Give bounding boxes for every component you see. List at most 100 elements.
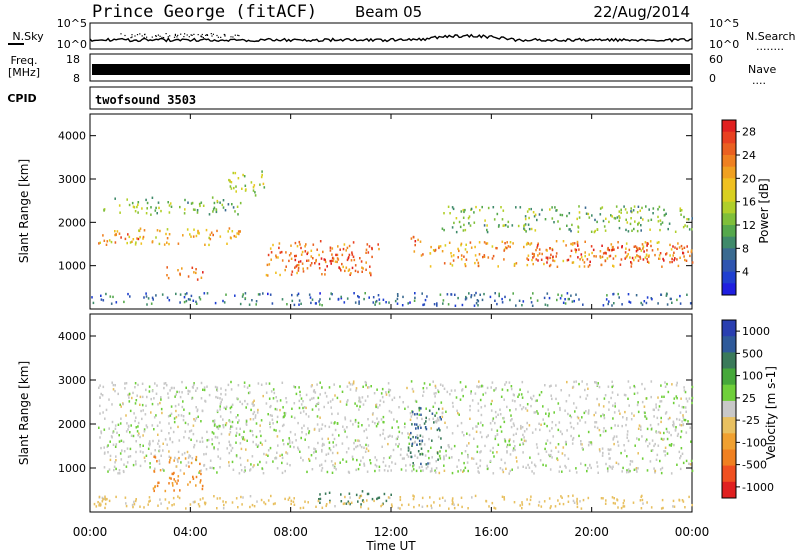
data-cell [298, 406, 301, 410]
data-cell [396, 420, 398, 423]
data-cell [293, 385, 295, 388]
data-cell [478, 241, 481, 244]
data-cell [463, 469, 465, 472]
data-cell [407, 455, 410, 458]
data-cell [149, 499, 151, 502]
data-cell [620, 258, 623, 261]
data-cell [251, 402, 254, 405]
data-cell [599, 255, 601, 258]
data-cell [639, 247, 641, 250]
data-cell [103, 446, 105, 449]
data-cell [676, 463, 678, 466]
data-cell [93, 502, 96, 506]
data-cell [568, 394, 571, 397]
noise-search-point [202, 37, 204, 39]
data-cell [160, 398, 162, 401]
data-cell [203, 292, 206, 295]
velocity-colorbar-label: Velocity [m s-1] [764, 366, 778, 460]
data-cell [565, 443, 567, 446]
data-cell [464, 228, 467, 232]
data-cell [596, 383, 599, 387]
data-cell [199, 479, 202, 482]
data-cell [334, 462, 336, 465]
data-cell [580, 443, 582, 446]
data-cell [582, 448, 584, 451]
data-cell [174, 456, 176, 460]
data-cell [519, 388, 521, 391]
data-cell [293, 416, 296, 420]
data-cell [128, 235, 131, 239]
data-cell [288, 254, 291, 257]
data-cell [127, 455, 130, 458]
data-cell [281, 456, 284, 460]
data-cell [237, 230, 240, 233]
data-cell [668, 222, 671, 225]
data-cell [368, 386, 370, 389]
data-cell [335, 253, 337, 257]
data-cell [617, 440, 619, 444]
data-cell [109, 454, 112, 458]
data-cell [308, 459, 311, 462]
data-cell [422, 387, 425, 390]
data-cell [235, 434, 237, 437]
data-cell [166, 274, 168, 277]
data-cell [430, 467, 433, 470]
data-cell [378, 496, 381, 499]
data-cell [608, 465, 611, 468]
data-cell [209, 466, 211, 469]
data-cell [636, 470, 638, 473]
data-cell [389, 389, 392, 392]
data-cell [425, 416, 427, 420]
data-cell [662, 506, 664, 510]
data-cell [527, 223, 530, 226]
data-cell [300, 246, 302, 250]
data-cell [100, 430, 102, 433]
data-cell [252, 418, 255, 421]
data-cell [685, 259, 688, 262]
data-cell [460, 254, 463, 257]
data-cell [685, 410, 687, 413]
data-cell [171, 386, 173, 390]
data-cell [460, 210, 463, 213]
data-cell [650, 428, 653, 431]
data-cell [298, 303, 300, 306]
data-cell [501, 388, 504, 391]
data-cell [173, 386, 175, 390]
data-cell [225, 501, 227, 504]
data-cell [491, 501, 494, 505]
data-cell [421, 496, 424, 500]
data-cell [657, 302, 659, 305]
data-cell [645, 397, 648, 400]
data-cell [509, 469, 512, 473]
data-cell [466, 444, 468, 447]
data-cell [150, 452, 152, 455]
data-cell [643, 250, 645, 253]
data-cell [168, 461, 171, 464]
data-cell [587, 496, 590, 500]
data-cell [151, 240, 154, 243]
data-cell [230, 388, 233, 391]
data-cell [470, 295, 472, 299]
data-cell [199, 462, 201, 466]
data-cell [316, 415, 319, 418]
data-cell [126, 241, 128, 245]
data-cell [333, 437, 336, 441]
data-cell [686, 400, 689, 403]
data-cell [625, 242, 628, 245]
data-cell [475, 291, 477, 295]
data-cell [175, 409, 177, 413]
data-cell [220, 400, 222, 404]
data-cell [629, 460, 632, 463]
data-cell [541, 208, 543, 212]
data-cell [494, 388, 497, 391]
data-cell [565, 466, 567, 469]
data-cell [508, 381, 511, 384]
data-cell [476, 445, 479, 448]
data-cell [210, 231, 213, 234]
data-cell [219, 497, 221, 500]
data-cell [137, 211, 139, 214]
data-cell [146, 426, 149, 429]
data-cell [601, 206, 604, 209]
data-cell [486, 242, 489, 245]
